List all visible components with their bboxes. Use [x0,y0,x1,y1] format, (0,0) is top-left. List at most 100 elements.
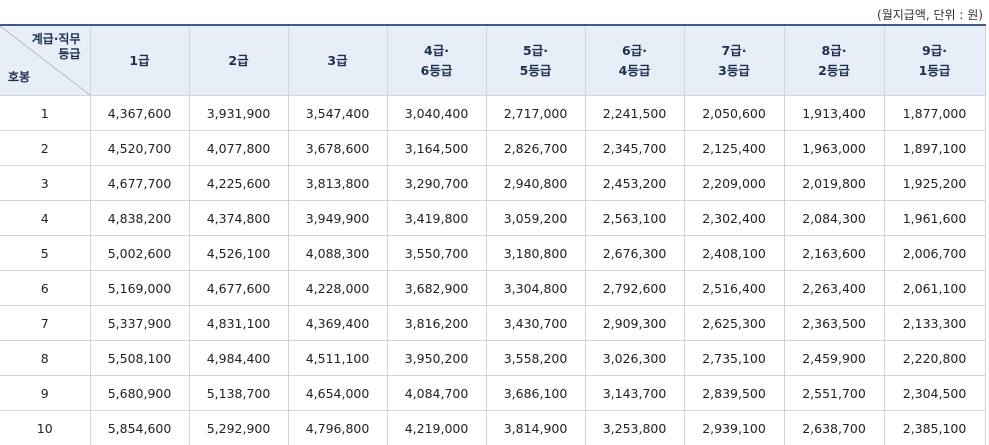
salary-cell: 2,263,400 [784,271,884,306]
salary-cell: 1,897,100 [884,131,985,166]
salary-cell: 5,169,000 [90,271,189,306]
hobong-cell: 6 [0,271,90,306]
salary-cell: 3,059,200 [486,201,585,236]
column-header: 5급·5등급 [486,25,585,96]
hobong-cell: 4 [0,201,90,236]
hobong-cell: 8 [0,341,90,376]
salary-cell: 3,686,100 [486,376,585,411]
column-header: 6급·4등급 [585,25,684,96]
salary-cell: 4,831,100 [189,306,288,341]
salary-cell: 3,931,900 [189,96,288,131]
salary-cell: 2,909,300 [585,306,684,341]
salary-cell: 3,304,800 [486,271,585,306]
salary-cell: 4,526,100 [189,236,288,271]
salary-cell: 2,363,500 [784,306,884,341]
column-header: 4급·6등급 [387,25,486,96]
salary-cell: 3,253,800 [585,411,684,445]
salary-cell: 2,220,800 [884,341,985,376]
salary-cell: 3,430,700 [486,306,585,341]
salary-cell: 4,367,600 [90,96,189,131]
salary-cell: 2,408,100 [684,236,784,271]
salary-cell: 4,369,400 [288,306,387,341]
salary-cell: 2,792,600 [585,271,684,306]
salary-cell: 2,241,500 [585,96,684,131]
salary-cell: 2,061,100 [884,271,985,306]
salary-cell: 1,877,000 [884,96,985,131]
salary-cell: 4,520,700 [90,131,189,166]
salary-cell: 3,678,600 [288,131,387,166]
corner-header: 계급·직무 등급 호봉 [0,25,90,96]
salary-cell: 2,516,400 [684,271,784,306]
salary-cell: 3,813,800 [288,166,387,201]
salary-cell: 2,125,400 [684,131,784,166]
salary-cell: 2,385,100 [884,411,985,445]
hobong-cell: 1 [0,96,90,131]
salary-cell: 2,551,700 [784,376,884,411]
salary-cell: 2,304,500 [884,376,985,411]
salary-cell: 4,077,800 [189,131,288,166]
salary-cell: 3,682,900 [387,271,486,306]
salary-cell: 3,143,700 [585,376,684,411]
salary-cell: 2,019,800 [784,166,884,201]
salary-cell: 3,290,700 [387,166,486,201]
salary-cell: 2,345,700 [585,131,684,166]
salary-cell: 4,511,100 [288,341,387,376]
salary-cell: 5,337,900 [90,306,189,341]
hobong-cell: 7 [0,306,90,341]
column-header: 2급 [189,25,288,96]
salary-cell: 2,940,800 [486,166,585,201]
hobong-cell: 10 [0,411,90,445]
top-caption-clipped [0,0,989,4]
salary-cell: 5,002,600 [90,236,189,271]
salary-cell: 3,419,800 [387,201,486,236]
salary-cell: 2,084,300 [784,201,884,236]
salary-cell: 2,133,300 [884,306,985,341]
salary-cell: 5,854,600 [90,411,189,445]
salary-cell: 4,219,000 [387,411,486,445]
salary-cell: 2,563,100 [585,201,684,236]
salary-cell: 2,302,400 [684,201,784,236]
salary-cell: 2,050,600 [684,96,784,131]
salary-cell: 4,088,300 [288,236,387,271]
salary-cell: 2,625,300 [684,306,784,341]
salary-cell: 2,717,000 [486,96,585,131]
salary-cell: 2,826,700 [486,131,585,166]
salary-cell: 4,796,800 [288,411,387,445]
salary-cell: 4,374,800 [189,201,288,236]
column-header: 7급·3등급 [684,25,784,96]
salary-cell: 4,677,600 [189,271,288,306]
salary-cell: 1,925,200 [884,166,985,201]
salary-cell: 3,547,400 [288,96,387,131]
column-header: 1급 [90,25,189,96]
salary-cell: 4,225,600 [189,166,288,201]
salary-cell: 3,814,900 [486,411,585,445]
salary-cell: 3,949,900 [288,201,387,236]
header-row: 계급·직무 등급 호봉 1급 2급 3급 4급·6등급 5급·5등급 6급·4등… [0,25,985,96]
salary-cell: 2,638,700 [784,411,884,445]
salary-cell: 4,838,200 [90,201,189,236]
salary-cell: 2,939,100 [684,411,784,445]
salary-cell: 2,676,300 [585,236,684,271]
salary-cell: 3,550,700 [387,236,486,271]
column-header: 8급·2등급 [784,25,884,96]
salary-cell: 2,163,600 [784,236,884,271]
salary-cell: 5,508,100 [90,341,189,376]
salary-cell: 3,180,800 [486,236,585,271]
salary-cell: 3,164,500 [387,131,486,166]
salary-cell: 2,735,100 [684,341,784,376]
salary-cell: 3,040,400 [387,96,486,131]
salary-cell: 4,984,400 [189,341,288,376]
salary-cell: 3,026,300 [585,341,684,376]
salary-cell: 2,006,700 [884,236,985,271]
salary-cell: 2,839,500 [684,376,784,411]
column-header: 3급 [288,25,387,96]
